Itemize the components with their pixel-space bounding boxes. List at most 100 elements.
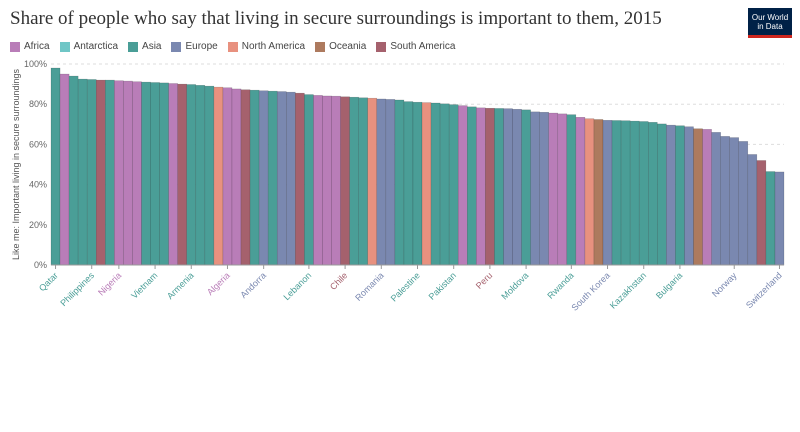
bar[interactable] <box>666 124 676 266</box>
bar[interactable] <box>421 102 432 266</box>
bar[interactable] <box>68 75 79 266</box>
bar[interactable] <box>747 154 758 266</box>
legend-item[interactable]: Europe <box>171 41 218 52</box>
bar[interactable] <box>177 83 187 266</box>
bar[interactable] <box>358 97 368 266</box>
bar[interactable] <box>186 84 197 266</box>
bar[interactable] <box>738 141 749 266</box>
bar[interactable] <box>376 98 387 266</box>
bar[interactable] <box>467 106 477 266</box>
bar[interactable] <box>494 108 504 266</box>
bar[interactable] <box>611 120 622 266</box>
legend-item[interactable]: Oceania <box>315 41 366 52</box>
bar[interactable] <box>77 78 88 266</box>
bar[interactable] <box>231 88 242 266</box>
bar[interactable] <box>86 79 97 266</box>
bar[interactable] <box>150 82 160 266</box>
bar[interactable] <box>304 94 314 266</box>
bar[interactable] <box>394 99 405 266</box>
bar[interactable] <box>693 128 703 266</box>
bar[interactable] <box>711 132 721 266</box>
bar[interactable] <box>159 82 169 266</box>
bar[interactable] <box>548 112 559 266</box>
x-tick-label: Andorra <box>238 270 268 300</box>
legend-label: Europe <box>185 41 218 52</box>
bar[interactable] <box>530 111 540 266</box>
bar[interactable] <box>385 99 396 266</box>
bar[interactable] <box>50 67 61 266</box>
bar[interactable] <box>702 129 712 266</box>
bar[interactable] <box>267 90 278 266</box>
bar[interactable] <box>629 120 640 266</box>
bar[interactable] <box>521 109 531 266</box>
legend-label: Oceania <box>329 41 367 52</box>
bar[interactable] <box>403 101 414 266</box>
bar[interactable] <box>412 101 423 266</box>
bar[interactable] <box>566 114 577 266</box>
x-tick-label: Peru <box>474 270 495 291</box>
bar[interactable] <box>503 108 513 266</box>
legend-item[interactable]: Africa <box>10 41 50 52</box>
bar[interactable] <box>313 95 323 266</box>
bar[interactable] <box>756 160 767 266</box>
legend-label: Africa <box>24 41 50 52</box>
bar[interactable] <box>59 73 70 266</box>
bar[interactable] <box>168 83 178 266</box>
bar[interactable] <box>204 85 215 266</box>
bar[interactable] <box>675 125 685 266</box>
bar[interactable] <box>729 137 740 266</box>
legend-item[interactable]: North America <box>227 41 305 52</box>
bar[interactable] <box>557 113 568 266</box>
bar[interactable] <box>276 91 287 266</box>
bar[interactable] <box>638 121 649 266</box>
x-tick-label: South Korea <box>569 270 611 312</box>
bar[interactable] <box>331 95 341 266</box>
bar[interactable] <box>222 87 233 266</box>
bar[interactable] <box>286 91 296 266</box>
legend-item[interactable]: Antarctica <box>59 41 118 52</box>
legend-item[interactable]: Asia <box>128 41 161 52</box>
bar[interactable] <box>648 122 658 266</box>
bar[interactable] <box>684 126 694 266</box>
bar[interactable] <box>295 92 305 266</box>
bar[interactable] <box>774 171 785 266</box>
bar[interactable] <box>512 108 522 266</box>
x-tick-label: Bulgaria <box>654 270 684 300</box>
bar[interactable] <box>105 79 115 266</box>
bar[interactable] <box>593 119 604 266</box>
bar[interactable] <box>602 120 613 266</box>
bar[interactable] <box>539 111 549 266</box>
bar[interactable] <box>240 89 251 266</box>
bar[interactable] <box>367 97 378 266</box>
bar[interactable] <box>476 107 486 266</box>
bar[interactable] <box>95 79 106 266</box>
bar[interactable] <box>439 103 450 266</box>
bar[interactable] <box>584 118 595 266</box>
bar[interactable] <box>575 117 586 266</box>
x-tick-label: Nigeria <box>96 270 123 297</box>
bar[interactable] <box>114 80 124 266</box>
bar[interactable] <box>258 90 269 266</box>
bar[interactable] <box>141 81 151 266</box>
bar[interactable] <box>340 96 350 266</box>
x-tick-label: Chile <box>328 270 350 292</box>
bar[interactable] <box>349 96 359 266</box>
bar[interactable] <box>620 120 631 266</box>
bar[interactable] <box>720 136 730 266</box>
bar[interactable] <box>448 104 459 266</box>
bar[interactable] <box>132 81 142 266</box>
y-axis-label: Like me: Important living in secure surr… <box>11 68 21 260</box>
bar[interactable] <box>765 171 776 266</box>
bar[interactable] <box>195 85 206 266</box>
bar[interactable] <box>430 102 441 266</box>
logo-line-1: Our World <box>751 13 789 22</box>
bar[interactable] <box>213 86 224 266</box>
owid-logo[interactable]: Our World in Data <box>748 8 792 38</box>
bar[interactable] <box>123 80 133 266</box>
bar[interactable] <box>485 107 495 266</box>
bar[interactable] <box>249 89 260 266</box>
legend-item[interactable]: South America <box>376 41 455 52</box>
bar[interactable] <box>322 95 332 266</box>
bar[interactable] <box>457 105 468 266</box>
bar[interactable] <box>657 123 667 266</box>
